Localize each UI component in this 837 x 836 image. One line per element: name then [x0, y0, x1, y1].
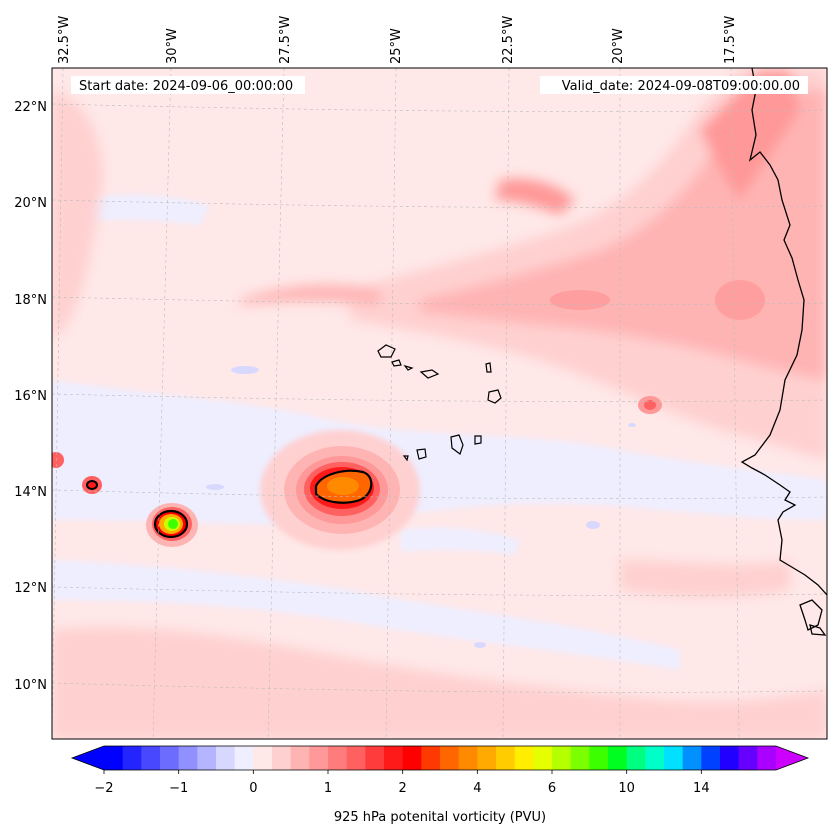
colorbar-cell [440, 746, 460, 770]
colorbar-tick-label: 10 [618, 781, 635, 796]
colorbar-cell [253, 746, 273, 770]
lon-label: 32.5°W [57, 16, 72, 64]
graticule [52, 68, 827, 739]
colorbar-cell [160, 746, 180, 770]
storm-system-central [260, 430, 420, 550]
lat-label: 18°N [14, 293, 47, 308]
lat-label: 22°N [14, 100, 47, 115]
cape-verde-islands [377, 344, 502, 462]
lat-label: 16°N [14, 389, 47, 404]
colorbar-ticks: −2 −1 0 1 2 4 6 10 14 [94, 770, 710, 796]
colorbar-tick-label: 1 [324, 781, 332, 796]
lat-label: 14°N [14, 485, 47, 500]
colorbar-cell [178, 746, 198, 770]
colorbar-tick-label: −1 [169, 781, 188, 796]
colorbar-label: 925 hPa potenital vorticity (PVU) [334, 810, 546, 825]
valid-date-label: Valid_date: 2024-09-08T09:00:00.00 [562, 79, 800, 94]
storm-system-far-west [82, 476, 102, 494]
colorbar-tick-label: 2 [399, 781, 407, 796]
colorbar-cell [197, 746, 217, 770]
colorbar-cell [608, 746, 628, 770]
colorbar-cell [757, 746, 777, 770]
latitude-labels: 22°N 20°N 18°N 16°N 14°N 12°N 10°N [14, 100, 47, 693]
colorbar-cell [682, 746, 702, 770]
colorbar-cell [141, 746, 161, 770]
colorbar: −2 −1 0 1 2 4 6 10 14 925 hPa potenital vorticit… [70, 745, 810, 825]
lon-label: 20°W [611, 28, 626, 64]
colorbar-cell [122, 746, 142, 770]
colorbar-cell [346, 746, 366, 770]
colorbar-tick-label: 0 [249, 781, 257, 796]
colorbar-cell [272, 746, 292, 770]
map-panel [52, 68, 827, 739]
lon-label: 17.5°W [723, 16, 738, 64]
colorbar-cell [570, 746, 590, 770]
colorbar-cell [720, 746, 740, 770]
colorbar-cell [477, 746, 497, 770]
colorbar-tick-label: 14 [693, 781, 710, 796]
colorbar-extend-min [72, 746, 104, 770]
colorbar-cell [552, 746, 572, 770]
lat-label: 20°N [14, 196, 47, 211]
start-date-label: Start date: 2024-09-06_00:00:00 [79, 79, 293, 94]
colorbar-cell [533, 746, 553, 770]
colorbar-cell [290, 746, 310, 770]
colorbar-cells [104, 746, 777, 770]
colorbar-cell [589, 746, 609, 770]
colorbar-cell [514, 746, 534, 770]
lat-label: 10°N [14, 678, 47, 693]
colorbar-cell [458, 746, 478, 770]
colorbar-tick-label: 6 [548, 781, 556, 796]
africa-coastline [740, 68, 827, 636]
lon-label: 25°W [389, 28, 404, 64]
colorbar-cell [104, 746, 124, 770]
colorbar-extend-max [776, 746, 808, 770]
storm-system-west [146, 503, 198, 547]
map-frame [51, 67, 828, 740]
colorbar-cell [701, 746, 721, 770]
colorbar-cell [234, 746, 254, 770]
colorbar-tick-label: −2 [94, 781, 113, 796]
colorbar-cell [496, 746, 516, 770]
colorbar-tick-label: 4 [473, 781, 481, 796]
colorbar-cell [365, 746, 385, 770]
colorbar-cell [421, 746, 441, 770]
lon-label: 27.5°W [278, 16, 293, 64]
colorbar-cell [328, 746, 348, 770]
colorbar-cell [664, 746, 684, 770]
colorbar-cell [384, 746, 404, 770]
lat-label: 12°N [14, 581, 47, 596]
colorbar-cell [645, 746, 665, 770]
header-boxes: Start date: 2024-09-06_00:00:00 Valid_da… [71, 76, 808, 94]
lon-label: 22.5°W [501, 16, 516, 64]
pv-positive-patches [52, 280, 765, 468]
colorbar-cell [626, 746, 646, 770]
pv-negative-field [52, 194, 827, 670]
colorbar-cell [402, 746, 422, 770]
lon-label: 30°W [165, 28, 180, 64]
start-date-box [71, 76, 305, 94]
colorbar-cell [309, 746, 329, 770]
colorbar-cell [216, 746, 236, 770]
longitude-labels: 32.5°W 30°W 27.5°W 25°W 22.5°W 20°W 17.5… [57, 16, 738, 64]
colorbar-cell [738, 746, 758, 770]
pv-negative-patches [206, 366, 636, 648]
valid-date-box [540, 76, 808, 94]
